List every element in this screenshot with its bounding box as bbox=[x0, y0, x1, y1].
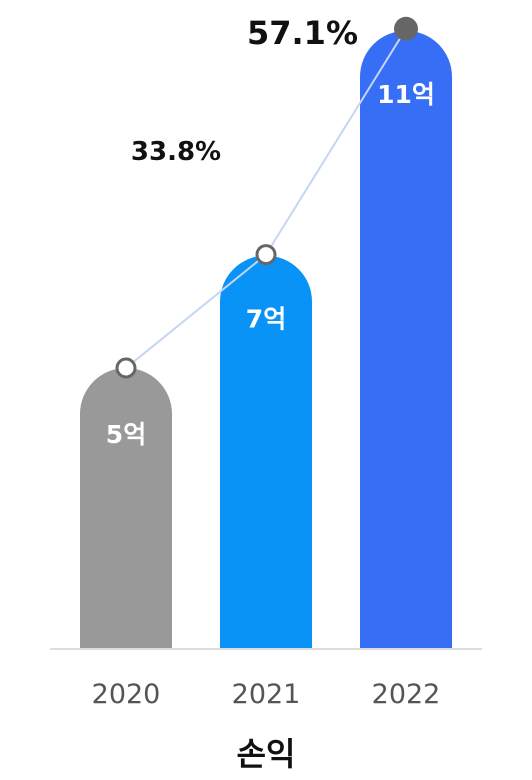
bar-value-label-2020: 5억 bbox=[106, 420, 146, 449]
x-axis-ticks: 2020 2021 2022 bbox=[92, 679, 441, 710]
label-group: 5억 7억 11억 33.8% 57.1% bbox=[106, 14, 435, 449]
bar-group bbox=[80, 30, 452, 650]
growth-label-2022: 57.1% bbox=[247, 14, 358, 52]
bar-value-label-2021: 7억 bbox=[246, 305, 286, 334]
growth-line-layer bbox=[115, 16, 418, 379]
x-tick-label-2022: 2022 bbox=[372, 679, 441, 710]
growth-marker-2021 bbox=[255, 244, 277, 266]
bar-2022 bbox=[360, 30, 452, 650]
growth-marker-2022 bbox=[394, 16, 418, 41]
growth-label-2021: 33.8% bbox=[131, 137, 221, 167]
growth-marker-2020 bbox=[115, 357, 137, 379]
x-tick-label-2021: 2021 bbox=[232, 679, 301, 710]
bar-value-label-2022: 11억 bbox=[377, 80, 435, 109]
x-tick-label-2020: 2020 bbox=[92, 679, 161, 710]
bar-2021 bbox=[220, 255, 312, 649]
bar-2020 bbox=[80, 368, 172, 649]
chart-title: 손익 bbox=[237, 735, 296, 773]
